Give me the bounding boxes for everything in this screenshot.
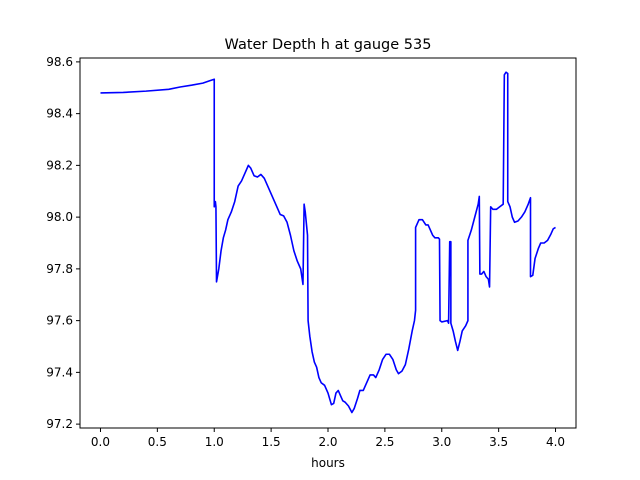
y-tick-label: 98.2	[46, 158, 73, 172]
series-line	[100, 71, 556, 414]
y-tick-label: 97.8	[46, 262, 73, 276]
chart-title: Water Depth h at gauge 535	[225, 37, 432, 53]
axes-frame	[79, 57, 577, 429]
y-tick-label: 97.4	[46, 365, 73, 379]
x-tick-label: 0.5	[148, 435, 167, 449]
x-tick-label: 1.5	[262, 435, 281, 449]
x-tick-label: 2.5	[375, 435, 394, 449]
y-tick-label: 98.6	[46, 55, 73, 69]
x-tick-label: 4.0	[546, 435, 565, 449]
y-tick-label: 97.2	[46, 417, 73, 431]
y-axis-ticks: 97.2 97.4 97.6 97.8 98.0 98.2 98.4 98.6	[46, 55, 80, 431]
x-tick-label: 3.5	[489, 435, 508, 449]
x-tick-label: 3.0	[432, 435, 451, 449]
y-tick-label: 97.6	[46, 314, 73, 328]
y-tick-label: 98.4	[46, 107, 73, 121]
x-axis-ticks: 0.0 0.5 1.0 1.5 2.0 2.5 3.0 3.5 4.0	[91, 428, 565, 449]
plot-area	[100, 71, 556, 414]
x-tick-label: 1.0	[205, 435, 224, 449]
x-tick-label: 2.0	[318, 435, 337, 449]
y-tick-label: 98.0	[46, 210, 73, 224]
x-axis-label: hours	[311, 456, 345, 470]
x-tick-label: 0.0	[91, 435, 110, 449]
